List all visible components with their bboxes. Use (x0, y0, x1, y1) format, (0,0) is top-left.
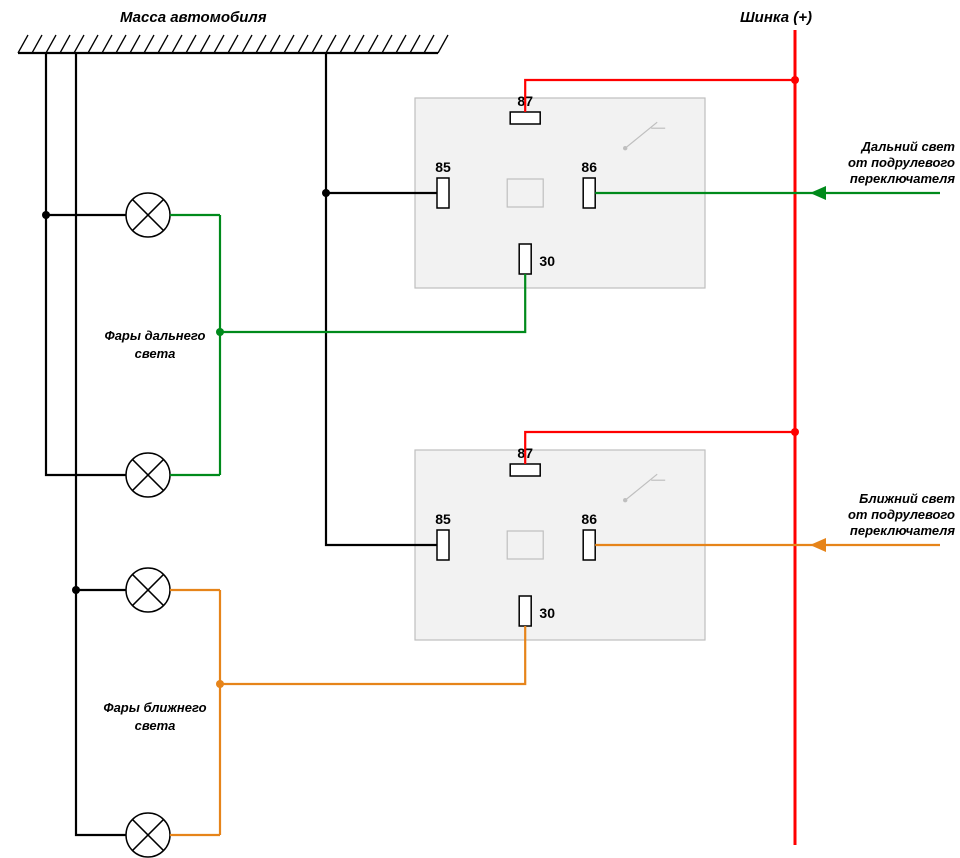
high-beam-input-label-1: Дальний свет (861, 139, 956, 154)
ground-hatch (18, 35, 448, 53)
high-beam-input-label-3: переключателя (850, 171, 955, 186)
busbar-title: Шинка (+) (740, 9, 812, 26)
relay-low-beam: 85868730 (415, 445, 705, 640)
pin-30-label: 30 (539, 253, 555, 269)
lamps-group (126, 193, 170, 857)
pin-86-label: 86 (581, 159, 597, 175)
pin-85-label: 85 (435, 159, 451, 175)
high-beam-lamps-label: Фары дальнего (105, 328, 206, 343)
low-beam-lamps-label-2: света (135, 718, 176, 733)
pin-30-label: 30 (539, 605, 555, 621)
low-beam-lamps-label: Фары ближнего (103, 700, 206, 715)
lamp-icon (126, 568, 170, 612)
pin-86-label: 86 (581, 511, 597, 527)
pin-85-label: 85 (435, 511, 451, 527)
low-beam-input-label-3: переключателя (850, 523, 955, 538)
lamp-icon (126, 193, 170, 237)
relay-high-beam: 85868730 (415, 93, 705, 288)
low-beam-input-label-1: Ближний свет (859, 491, 955, 506)
high-beam-lamps-label-2: света (135, 346, 176, 361)
lamp-icon (126, 453, 170, 497)
wiring-diagram: Масса автомобиля Шинка (+) 85868730 8586… (0, 0, 960, 858)
high-beam-input-label-2: от подрулевого (848, 155, 955, 170)
low-beam-input-label-2: от подрулевого (848, 507, 955, 522)
ground-title: Масса автомобиля (120, 9, 267, 26)
lamp-icon (126, 813, 170, 857)
